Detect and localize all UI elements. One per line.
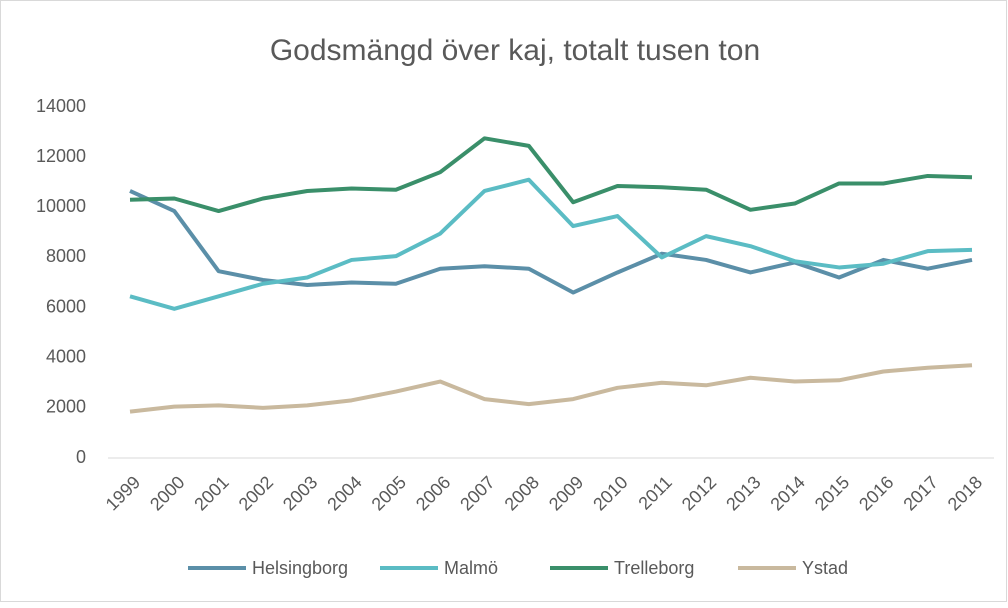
y-tick-label: 12000 [36, 146, 86, 166]
y-tick-label: 10000 [36, 196, 86, 216]
y-tick-label: 6000 [46, 296, 86, 316]
y-tick-label: 14000 [36, 96, 86, 116]
legend-label: Trelleborg [614, 558, 694, 578]
legend-label: Ystad [802, 558, 848, 578]
legend-label: Helsingborg [252, 558, 348, 578]
y-tick-label: 2000 [46, 397, 86, 417]
series-line [129, 363, 973, 414]
chart-title: Godsmängd över kaj, totalt tusen ton [270, 34, 760, 67]
y-tick-label: 0 [76, 447, 86, 467]
y-tick-label: 8000 [46, 246, 86, 266]
legend-label: Malmö [444, 558, 498, 578]
series-line [129, 136, 973, 214]
series-line [129, 177, 973, 311]
y-tick-label: 4000 [46, 346, 86, 366]
